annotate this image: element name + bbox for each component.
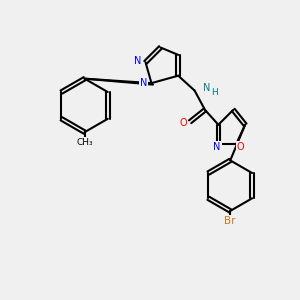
- Text: N: N: [213, 142, 220, 152]
- Text: Br: Br: [224, 216, 236, 226]
- Text: O: O: [179, 118, 187, 128]
- Text: N: N: [203, 82, 211, 93]
- Text: H: H: [211, 88, 218, 97]
- Text: O: O: [237, 142, 244, 152]
- Text: N: N: [134, 56, 141, 66]
- Text: N: N: [140, 78, 147, 88]
- Text: CH₃: CH₃: [76, 138, 93, 147]
